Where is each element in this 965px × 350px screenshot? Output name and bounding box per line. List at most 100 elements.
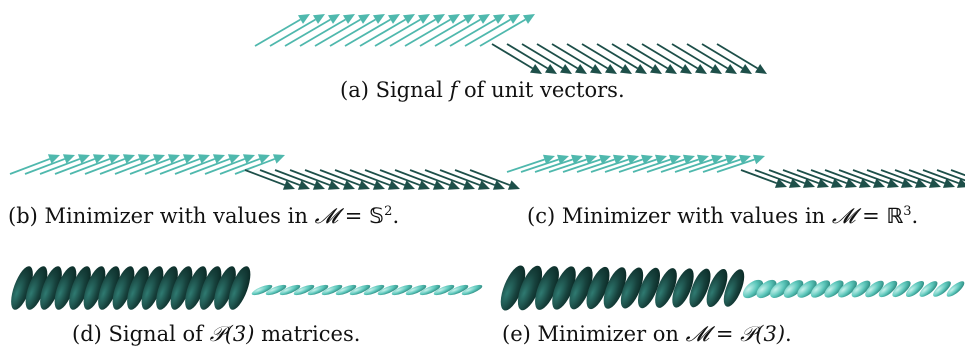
panel-c-glyph-plot bbox=[506, 154, 965, 188]
e-ellipsoid-light-10 bbox=[865, 280, 884, 298]
arrow-down-4 bbox=[536, 43, 587, 74]
caption-b-suffix: . bbox=[392, 204, 400, 228]
caption-e-equals: = bbox=[709, 322, 741, 346]
c-arrow-up-11 bbox=[646, 154, 695, 173]
caption-a-prefix: (a) Signal bbox=[340, 78, 450, 102]
e-ellipsoid-light-16 bbox=[946, 281, 965, 297]
b-arrow-up-7 bbox=[99, 154, 150, 175]
c-arrow-up-14 bbox=[688, 154, 737, 173]
b-arrow-up-16 bbox=[234, 154, 285, 175]
d-ellipsoid-dark-10 bbox=[141, 266, 164, 310]
e-ellipsoid-dark-8 bbox=[620, 267, 644, 309]
arrow-up-7 bbox=[344, 14, 400, 47]
c-arrow-down-3 bbox=[768, 169, 815, 188]
d-ellipsoid-dark-14 bbox=[199, 266, 222, 310]
caption-e-set: 𝒫(3) bbox=[740, 322, 786, 346]
c-arrow-down-4 bbox=[782, 169, 829, 188]
caption-c-set: ℝ bbox=[886, 204, 904, 228]
d-ellipsoid-dark-12 bbox=[170, 266, 193, 310]
d-ellipsoid-dark-15 bbox=[214, 266, 236, 310]
d-ellipsoid-light-4 bbox=[293, 284, 315, 296]
b-arrow-down-10 bbox=[379, 169, 430, 190]
b-arrow-down-13 bbox=[424, 169, 475, 190]
b-arrow-down-3 bbox=[274, 169, 325, 190]
caption-d-suffix: matrices. bbox=[254, 322, 361, 346]
caption-c-exponent: 3 bbox=[903, 204, 912, 219]
panel-e-minimizer-spd: (e) Minimizer on 𝓜 = 𝒫(3). bbox=[485, 230, 965, 350]
c-arrow-down-9 bbox=[852, 169, 899, 188]
e-ellipsoid-dark-5 bbox=[569, 266, 593, 310]
caption-b-equals: = bbox=[338, 204, 370, 228]
c-arrow-down-10 bbox=[866, 169, 913, 188]
b-arrow-up-3 bbox=[39, 154, 90, 175]
caption-d-set: 𝒫(3) bbox=[209, 322, 255, 346]
c-arrow-up-13 bbox=[674, 154, 723, 173]
arrow-up-5 bbox=[314, 14, 370, 47]
arrow-up-15 bbox=[464, 14, 520, 47]
e-ellipsoid-light-7 bbox=[824, 280, 844, 298]
d-ellipsoid-light-13 bbox=[419, 284, 441, 296]
b-arrow-down-16 bbox=[469, 169, 520, 190]
c-arrow-up-5 bbox=[562, 154, 611, 173]
e-ellipsoid-dark-9 bbox=[637, 267, 661, 309]
e-ellipsoid-dark-2 bbox=[517, 265, 543, 311]
b-arrow-up-9 bbox=[129, 154, 180, 175]
d-ellipsoid-dark-13 bbox=[185, 266, 207, 310]
e-ellipsoid-light-14 bbox=[919, 281, 938, 297]
e-ellipsoid-dark-12 bbox=[689, 268, 711, 308]
e-ellipsoid-light-6 bbox=[810, 280, 831, 298]
c-arrow-down-7 bbox=[824, 169, 871, 188]
e-ellipsoid-light-4 bbox=[783, 280, 804, 298]
panel-a-glyph-plot bbox=[254, 14, 767, 74]
e-ellipsoid-light-9 bbox=[851, 280, 871, 298]
d-ellipsoid-dark-2 bbox=[25, 266, 48, 310]
panel-c-minimizer-euclidean: (c) Minimizer with values in 𝓜 = ℝ3. bbox=[485, 120, 965, 230]
panel-d-signal-spd-matrices: (d) Signal of 𝒫(3) matrices. bbox=[0, 230, 483, 350]
d-ellipsoid-light-5 bbox=[307, 284, 329, 296]
c-arrow-down-1 bbox=[740, 169, 787, 188]
d-ellipsoid-light-11 bbox=[391, 284, 413, 296]
d-ellipsoid-light-15 bbox=[447, 284, 469, 296]
d-ellipsoid-dark-16 bbox=[228, 266, 251, 310]
arrow-down-5 bbox=[551, 43, 602, 74]
c-arrow-up-8 bbox=[604, 154, 653, 173]
caption-a-variable: f bbox=[449, 78, 458, 102]
b-arrow-up-6 bbox=[84, 154, 135, 175]
caption-c-space: 𝓜 bbox=[831, 204, 856, 228]
e-ellipsoid-dark-11 bbox=[672, 268, 694, 308]
arrow-up-8 bbox=[359, 14, 415, 47]
d-ellipsoid-dark-3 bbox=[40, 266, 62, 310]
caption-b-exponent: 2 bbox=[384, 204, 393, 219]
arrow-up-4 bbox=[299, 14, 355, 47]
arrow-up-9 bbox=[374, 14, 430, 47]
caption-c-prefix: (c) Minimizer with values in bbox=[527, 204, 832, 228]
c-arrow-up-1 bbox=[506, 154, 555, 173]
panel-a-signal-unit-vectors: (a) Signal f of unit vectors. bbox=[0, 0, 965, 120]
c-arrow-down-13 bbox=[908, 169, 955, 188]
arrow-down-6 bbox=[566, 43, 617, 74]
d-ellipsoid-dark-4 bbox=[54, 266, 77, 310]
caption-c-equals: = bbox=[855, 204, 887, 228]
arrow-down-12 bbox=[656, 43, 707, 74]
arrow-up-1 bbox=[254, 14, 310, 47]
e-ellipsoid-light-12 bbox=[892, 280, 911, 298]
b-arrow-down-15 bbox=[454, 169, 505, 190]
c-arrow-down-6 bbox=[810, 169, 857, 188]
b-arrow-down-9 bbox=[364, 169, 415, 190]
d-ellipsoid-light-16 bbox=[461, 284, 483, 296]
caption-b-set: 𝕊 bbox=[369, 204, 385, 228]
e-ellipsoid-dark-10 bbox=[655, 268, 677, 308]
panel-d-glyph-plot bbox=[11, 266, 483, 310]
panel-e-glyph-plot bbox=[500, 265, 965, 311]
d-ellipsoid-light-6 bbox=[321, 284, 343, 296]
d-ellipsoid-light-9 bbox=[363, 284, 385, 296]
b-arrow-up-11 bbox=[159, 154, 210, 175]
c-arrow-up-7 bbox=[590, 154, 639, 173]
e-ellipsoid-dark-13 bbox=[706, 268, 728, 308]
caption-d-prefix: (d) Signal of bbox=[72, 322, 210, 346]
caption-e: (e) Minimizer on 𝓜 = 𝒫(3). bbox=[502, 322, 792, 346]
d-ellipsoid-dark-5 bbox=[69, 266, 91, 310]
arrow-up-3 bbox=[284, 14, 340, 47]
arrow-down-7 bbox=[581, 43, 632, 74]
c-arrow-down-2 bbox=[754, 169, 801, 188]
